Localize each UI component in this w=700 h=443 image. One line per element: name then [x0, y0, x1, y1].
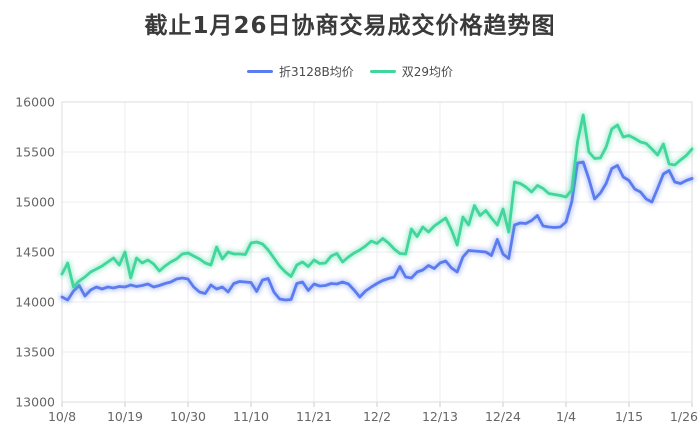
x-axis-label: 10/8: [48, 409, 76, 424]
x-axis-label: 1/26: [670, 409, 698, 424]
legend-line-blue-icon: [246, 70, 273, 73]
x-axis-label: 10/19: [107, 409, 143, 424]
y-axis-label: 14500: [15, 245, 55, 260]
x-axis-label: 1/15: [615, 409, 643, 424]
x-axis-label: 12/13: [422, 409, 458, 424]
x-axis-label: 10/30: [170, 409, 206, 424]
legend-label-shuang29: 双29均价: [401, 65, 454, 79]
legend-item-3128b[interactable]: 折3128B均价: [246, 63, 354, 80]
legend-line-green-icon: [369, 70, 396, 73]
legend-item-shuang29[interactable]: 双29均价: [369, 63, 454, 80]
y-axis-label: 13500: [15, 345, 55, 360]
y-axis-label: 15500: [15, 145, 55, 160]
x-axis-label: 12/24: [485, 409, 521, 424]
x-axis-label: 11/21: [296, 409, 332, 424]
series-line-1[interactable]: [60, 113, 694, 289]
chart-title: 截止1月26日协商交易成交价格趋势图: [144, 13, 556, 39]
x-axis-label: 11/10: [233, 409, 269, 424]
chart-legend: 折3128B均价 双29均价: [0, 63, 700, 80]
legend-label-3128b: 折3128B均价: [278, 65, 354, 79]
y-axis-label: 15000: [15, 195, 55, 210]
y-axis-label: 16000: [15, 95, 55, 110]
x-axis-label: 1/4: [556, 409, 576, 424]
series-line-0[interactable]: [60, 160, 694, 302]
y-axis-label: 14000: [15, 295, 55, 310]
x-axis-label: 12/2: [363, 409, 391, 424]
plot-border: [61, 101, 693, 403]
y-axis-label: 13000: [15, 395, 55, 410]
